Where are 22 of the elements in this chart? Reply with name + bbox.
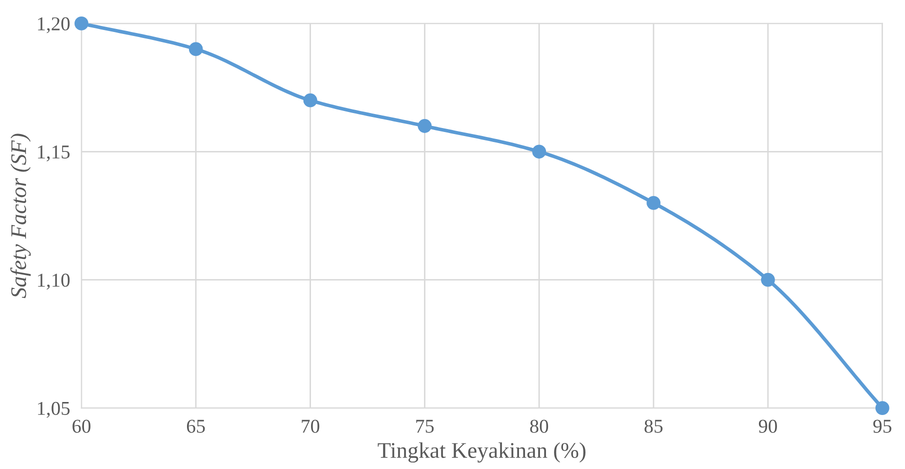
point bbox=[761, 272, 775, 287]
x-axis-title: Tingkat Keyakinan (%) bbox=[378, 442, 586, 463]
point bbox=[646, 196, 660, 210]
point bbox=[74, 16, 88, 30]
x-tick-label: 85 bbox=[644, 420, 662, 433]
y-axis-title: Safety Factor (SF) bbox=[10, 134, 31, 298]
x-tick-label: 95 bbox=[873, 420, 892, 433]
point bbox=[188, 42, 203, 56]
y-tick-label: 1,20 bbox=[38, 17, 70, 34]
x-tick-label: 65 bbox=[186, 420, 205, 433]
y-tick-label: 1,10 bbox=[38, 274, 70, 290]
point bbox=[303, 93, 318, 108]
x-tick-label: 90 bbox=[758, 420, 777, 433]
point bbox=[532, 144, 546, 159]
point bbox=[875, 401, 890, 415]
x-tick-label: 80 bbox=[530, 420, 548, 433]
point bbox=[418, 119, 432, 133]
x-tick-label: 60 bbox=[72, 420, 90, 433]
x-tick-label: 70 bbox=[302, 420, 320, 433]
y-tick-label: 1,05 bbox=[38, 402, 70, 418]
y-tick-label: 1,15 bbox=[38, 146, 70, 162]
x-tick-label: 75 bbox=[416, 420, 434, 433]
